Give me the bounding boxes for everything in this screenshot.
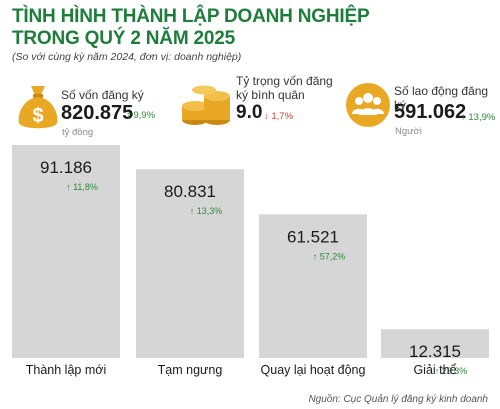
bar-change-label-2: ↑ 57,2% xyxy=(313,251,346,261)
coins-stack-icon xyxy=(180,80,232,133)
kpi-labor-change: ↑ 13,9% xyxy=(461,112,496,123)
kpi-registered-capital-label: Số vốn đăng ký xyxy=(61,88,144,102)
bar-value-label-0: 91.186 xyxy=(40,158,92,177)
bar-3 xyxy=(381,329,489,358)
bar-0 xyxy=(12,145,120,358)
kpi-labor-label: Số lao động đăng ký xyxy=(394,84,489,112)
source-note: Nguồn: Cục Quản lý đăng ký kinh doanh xyxy=(308,394,488,405)
bar-1 xyxy=(136,169,244,358)
people-icon xyxy=(345,82,391,133)
bar-value-label-2: 61.521 xyxy=(287,227,339,246)
category-label-1: Tạm ngưng xyxy=(158,363,223,377)
bar-value-label-1: 80.831 xyxy=(164,182,216,201)
title-line-1: TÌNH HÌNH THÀNH LẬP DOANH NGHIỆP xyxy=(12,6,370,27)
title-line-2: TRONG QUÝ 2 NĂM 2025 xyxy=(12,28,235,49)
bar-change-label-3: ↑ 23,3% xyxy=(435,366,468,376)
bar-2 xyxy=(259,214,367,358)
kpi-labor-unit: Người xyxy=(395,126,422,137)
kpi-avg-capital-value: 9.0 xyxy=(236,102,263,123)
kpi-avg-capital-label-line-1: Tỷ trọng vốn đăng xyxy=(236,74,333,88)
category-label-0: Thành lập mới xyxy=(26,363,106,377)
kpi-registered-capital-value: 820.875 xyxy=(61,102,134,124)
svg-text:$: $ xyxy=(32,105,43,127)
subtitle: (So với cùng kỳ năm 2024, đơn vị: doanh … xyxy=(12,51,242,63)
kpi-avg-capital-label: Tỷ trọng vốn đăng ký bình quân xyxy=(236,74,333,102)
money-bag-icon: $ xyxy=(14,82,62,137)
bar-value-label-3: 12.315 xyxy=(409,342,461,361)
kpi-registered-capital-unit: tỷ đồng xyxy=(62,127,94,138)
kpi-labor-value: 591.062 xyxy=(394,101,467,123)
kpi-avg-capital-label-line-2: ký bình quân xyxy=(236,88,305,102)
page-title: TÌNH HÌNH THÀNH LẬP DOANH NGHIỆP TRONG Q… xyxy=(12,6,370,50)
bar-change-label-0: ↑ 11,8% xyxy=(66,182,98,192)
bar-change-label-1: ↑ 13,3% xyxy=(190,206,223,216)
kpi-avg-capital-change: ↓ 1,7% xyxy=(264,111,294,122)
category-label-3: Giải thể xyxy=(413,363,456,377)
category-label-2: Quay lại hoạt động xyxy=(261,363,366,377)
kpi-registered-capital-change: ↑ 9,9% xyxy=(126,110,156,121)
